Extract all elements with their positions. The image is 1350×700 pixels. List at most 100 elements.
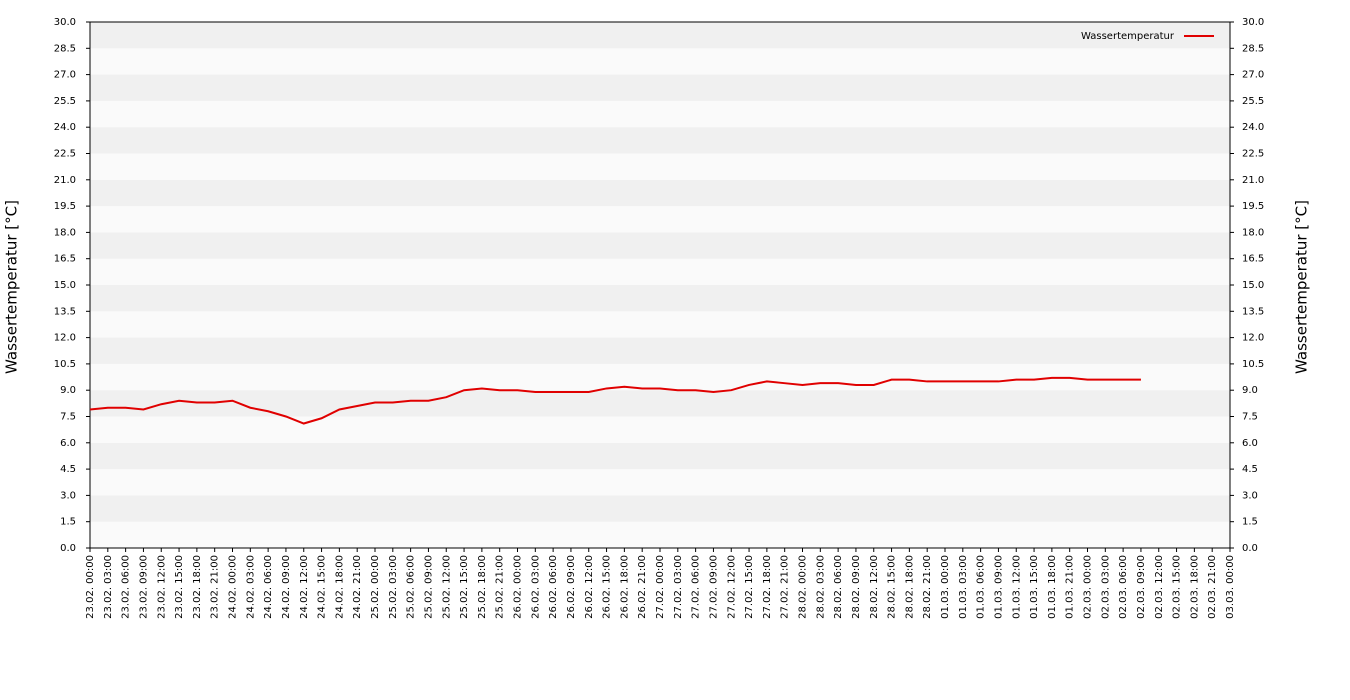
x-tick-label: 27.02. 00:00	[655, 555, 666, 619]
x-tick-label: 01.03. 00:00	[940, 555, 951, 619]
band	[90, 48, 1230, 75]
x-tick-label: 02.03. 15:00	[1172, 555, 1183, 619]
y-tick-label: 18.0	[54, 227, 76, 238]
x-tick-label: 28.02. 12:00	[869, 555, 880, 619]
band	[90, 521, 1230, 548]
x-tick-label: 24.02. 18:00	[334, 555, 345, 619]
x-tick-label: 28.02. 15:00	[887, 555, 898, 619]
band	[90, 416, 1230, 443]
band	[90, 337, 1230, 364]
x-tick-label: 26.02. 06:00	[548, 555, 559, 619]
y-tick-label: 30.0	[54, 17, 76, 28]
x-tick-label: 02.03. 12:00	[1154, 555, 1165, 619]
x-tick-label: 02.03. 06:00	[1118, 555, 1129, 619]
band	[90, 206, 1230, 233]
y2-tick-label: 19.5	[1242, 201, 1264, 212]
x-tick-label: 23.02. 12:00	[156, 555, 167, 619]
y-tick-label: 13.5	[54, 306, 76, 317]
band	[90, 153, 1230, 180]
y-tick-label: 12.0	[54, 333, 76, 344]
x-tick-label: 24.02. 12:00	[299, 555, 310, 619]
y2-tick-label: 10.5	[1242, 359, 1264, 370]
band	[90, 363, 1230, 391]
x-tick-label: 26.02. 21:00	[637, 555, 648, 619]
y2-tick-label: 3.0	[1242, 490, 1258, 501]
y2-axis-title: Wassertemperatur [°C]	[1293, 200, 1311, 374]
x-tick-label: 24.02. 15:00	[317, 555, 328, 619]
x-tick-label: 23.02. 03:00	[103, 555, 114, 619]
x-tick-label: 28.02. 00:00	[798, 555, 809, 619]
y2-tick-label: 30.0	[1242, 17, 1264, 28]
x-tick-label: 24.02. 09:00	[281, 555, 292, 619]
y-tick-label: 15.0	[54, 280, 76, 291]
x-tick-label: 27.02. 12:00	[726, 555, 737, 619]
band	[90, 285, 1230, 312]
y2-tick-label: 4.5	[1242, 464, 1258, 475]
y2-tick-label: 24.0	[1242, 122, 1264, 133]
y2-tick-label: 18.0	[1242, 227, 1264, 238]
x-tick-label: 26.02. 00:00	[513, 555, 524, 619]
band	[90, 232, 1230, 259]
x-tick-label: 23.02. 00:00	[85, 555, 96, 619]
x-tick-label: 27.02. 15:00	[744, 555, 755, 619]
x-tick-label: 23.02. 06:00	[121, 555, 132, 619]
x-tick-label: 28.02. 09:00	[851, 555, 862, 619]
y2-tick-label: 25.5	[1242, 96, 1264, 107]
y-tick-label: 22.5	[54, 149, 76, 160]
y2-tick-label: 13.5	[1242, 306, 1264, 317]
x-tick-label: 02.03. 03:00	[1100, 555, 1111, 619]
y2-tick-label: 27.0	[1242, 70, 1264, 81]
band	[90, 258, 1230, 285]
y-tick-label: 21.0	[54, 175, 76, 186]
band	[90, 469, 1230, 496]
y-tick-label: 19.5	[54, 201, 76, 212]
x-tick-label: 25.02. 12:00	[441, 555, 452, 619]
x-tick-label: 24.02. 21:00	[352, 555, 363, 619]
band	[90, 127, 1230, 154]
band	[90, 442, 1230, 470]
y-tick-label: 4.5	[60, 464, 76, 475]
band	[90, 179, 1230, 207]
y-tick-label: 7.5	[60, 412, 76, 423]
y2-tick-label: 15.0	[1242, 280, 1264, 291]
x-tick-label: 26.02. 12:00	[584, 555, 595, 619]
x-tick-label: 25.02. 18:00	[477, 555, 488, 619]
y2-tick-label: 12.0	[1242, 333, 1264, 344]
x-tick-label: 02.03. 18:00	[1189, 555, 1200, 619]
y-tick-label: 1.5	[60, 517, 76, 528]
x-tick-label: 01.03. 15:00	[1029, 555, 1040, 619]
x-tick-label: 01.03. 03:00	[958, 555, 969, 619]
x-tick-label: 23.02. 09:00	[138, 555, 149, 619]
x-tick-label: 27.02. 06:00	[691, 555, 702, 619]
x-tick-label: 26.02. 09:00	[566, 555, 577, 619]
x-tick-label: 26.02. 18:00	[619, 555, 630, 619]
y-tick-label: 25.5	[54, 96, 76, 107]
y2-tick-label: 21.0	[1242, 175, 1264, 186]
x-tick-label: 25.02. 15:00	[459, 555, 470, 619]
x-tick-label: 28.02. 18:00	[904, 555, 915, 619]
x-tick-label: 25.02. 00:00	[370, 555, 381, 619]
x-tick-label: 01.03. 18:00	[1047, 555, 1058, 619]
x-tick-label: 26.02. 03:00	[530, 555, 541, 619]
x-tick-label: 02.03. 21:00	[1207, 555, 1218, 619]
x-tick-label: 27.02. 21:00	[780, 555, 791, 619]
x-tick-label: 01.03. 21:00	[1065, 555, 1076, 619]
y-tick-label: 16.5	[54, 254, 76, 265]
x-tick-label: 28.02. 21:00	[922, 555, 933, 619]
y-tick-label: 27.0	[54, 70, 76, 81]
x-tick-label: 23.02. 18:00	[192, 555, 203, 619]
x-tick-label: 28.02. 03:00	[815, 555, 826, 619]
y2-tick-label: 1.5	[1242, 517, 1258, 528]
x-tick-label: 23.02. 15:00	[174, 555, 185, 619]
y-tick-label: 6.0	[60, 438, 76, 449]
data-line	[89, 376, 1141, 425]
x-tick-label: 27.02. 09:00	[708, 555, 719, 619]
band	[90, 390, 1230, 417]
band	[90, 22, 1230, 49]
x-tick-label: 24.02. 00:00	[228, 555, 239, 619]
y2-tick-label: 0.0	[1242, 543, 1258, 554]
y2-tick-label: 22.5	[1242, 149, 1264, 160]
y2-tick-label: 7.5	[1242, 412, 1258, 423]
x-tick-label: 25.02. 03:00	[388, 555, 399, 619]
